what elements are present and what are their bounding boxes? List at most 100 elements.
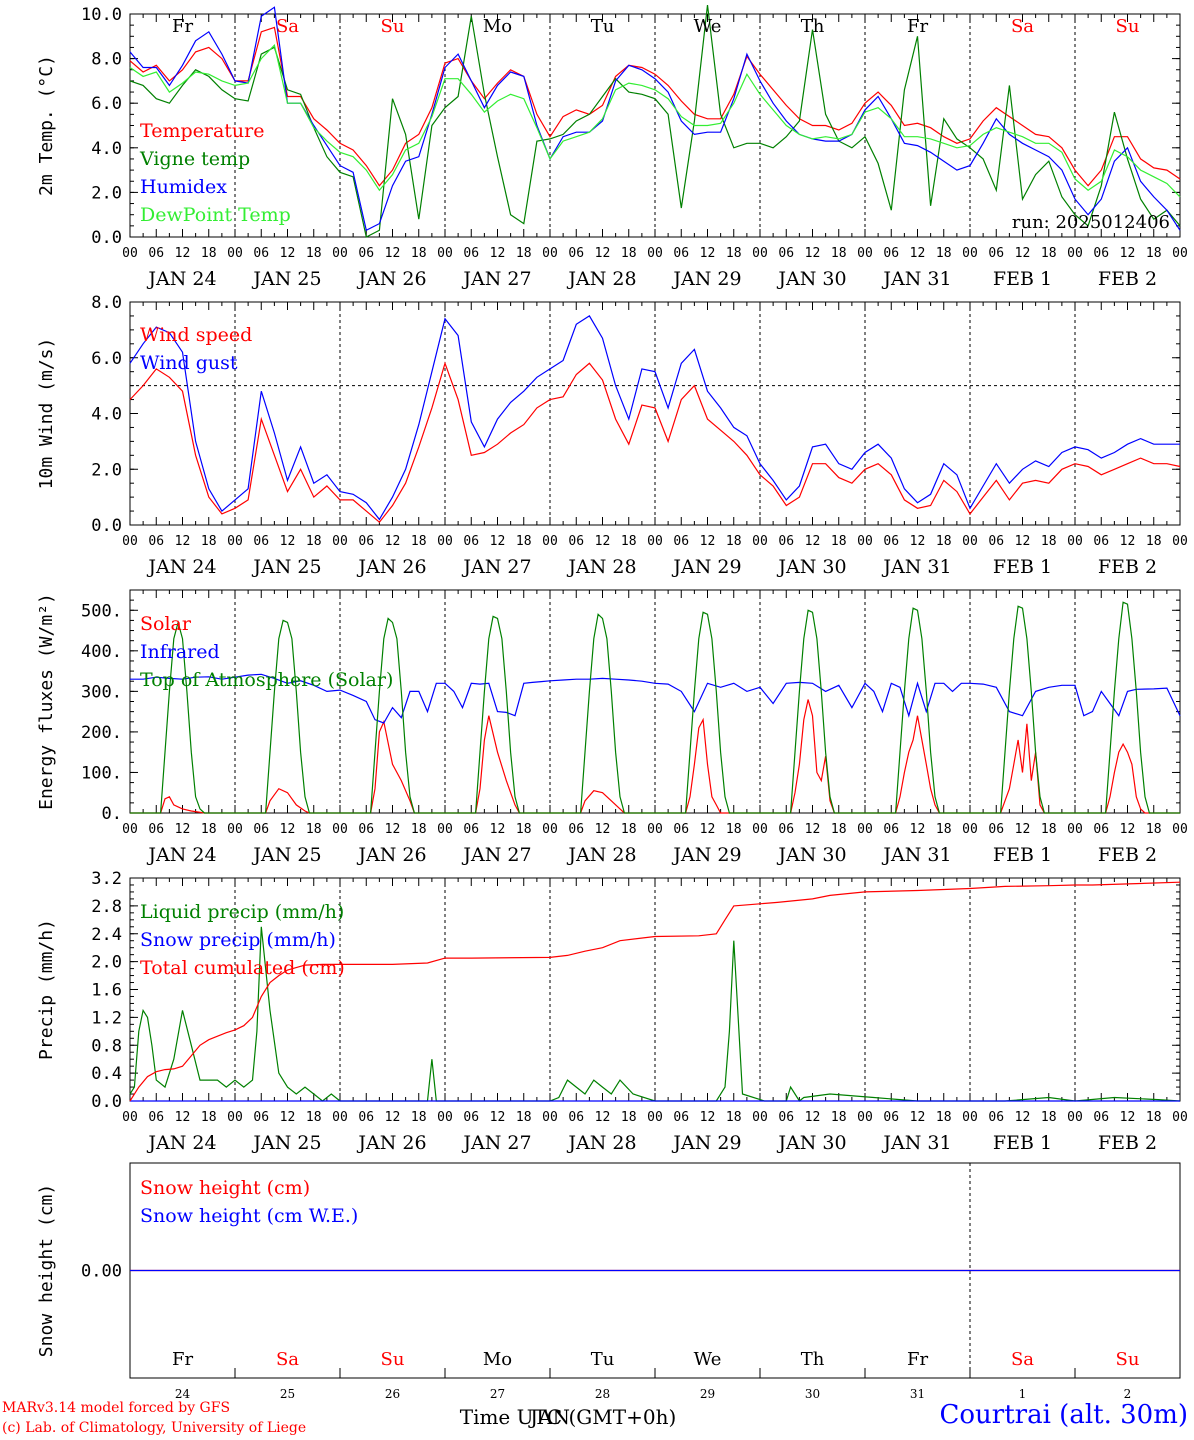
hour-label: 06	[1093, 246, 1109, 261]
date-label: JAN 27	[461, 1132, 531, 1154]
legend-entry: Solar	[140, 613, 192, 635]
date-label: JAN 25	[251, 268, 321, 290]
legend-entry: Wind gust	[140, 352, 238, 374]
y-tick-label: 3.2	[91, 869, 122, 889]
hour-label: 00	[647, 534, 663, 549]
hour-label: 18	[726, 1110, 742, 1125]
hour-label: 00	[227, 1110, 243, 1125]
hour-label: 18	[201, 822, 217, 837]
date-label: FEB 2	[1098, 268, 1157, 290]
hour-label: 18	[936, 822, 952, 837]
date-label: FEB 1	[993, 1132, 1052, 1154]
hour-label: 18	[201, 246, 217, 261]
hour-label: 00	[542, 822, 558, 837]
weekday-label: Th	[801, 16, 825, 37]
hour-label: 06	[1093, 1110, 1109, 1125]
date-label: FEB 1	[993, 268, 1052, 290]
hour-label: 06	[778, 534, 794, 549]
hour-label: 06	[883, 534, 899, 549]
hour-label: 12	[1120, 1110, 1136, 1125]
y-tick-label: 8.0	[91, 50, 122, 70]
hour-label: 12	[175, 246, 191, 261]
hour-label: 12	[595, 534, 611, 549]
hour-label: 06	[883, 246, 899, 261]
hour-label: 00	[227, 246, 243, 261]
y-tick-label: 0.0	[91, 516, 122, 536]
weekday-label: Fr	[907, 1349, 928, 1370]
hour-label: 00	[542, 534, 558, 549]
legend-entry: Top of Atmosphere (Solar)	[140, 669, 393, 691]
weekday-label: Su	[1116, 16, 1140, 37]
hour-label: 06	[883, 1110, 899, 1125]
date-label: FEB 2	[1098, 556, 1157, 578]
hour-label: 00	[857, 1110, 873, 1125]
y-tick-label: 10.0	[81, 5, 122, 25]
hour-label: 18	[1041, 534, 1057, 549]
hour-label: 00	[752, 534, 768, 549]
legend-entry: Snow height (cm)	[140, 1177, 310, 1199]
hour-label: 18	[936, 246, 952, 261]
hour-label: 12	[1120, 822, 1136, 837]
hour-label: 12	[1120, 246, 1136, 261]
hour-label: 00	[437, 246, 453, 261]
legend-entry: Wind speed	[140, 324, 252, 346]
hour-label: 00	[1067, 822, 1083, 837]
hour-label: 12	[175, 822, 191, 837]
hour-label: 00	[1067, 534, 1083, 549]
series-line-wind-gust	[129, 315, 1180, 521]
y-axis-label: Snow height (cm)	[36, 1184, 57, 1357]
series-line-top-of-atmosphere-solar	[130, 601, 1180, 814]
hour-label: 12	[385, 246, 401, 261]
date-label: JAN 27	[461, 556, 531, 578]
hour-label: 18	[516, 534, 532, 549]
hour-label: 00	[962, 1110, 978, 1125]
hour-label: 00	[122, 534, 138, 549]
series-line-total-cumulated-cm	[129, 881, 1181, 1102]
date-label: JAN 26	[356, 1132, 426, 1154]
date-label: JAN 30	[776, 1132, 846, 1154]
hour-label: 12	[805, 534, 821, 549]
weekday-label: Fr	[172, 16, 193, 37]
day-number: 28	[595, 1387, 610, 1401]
hour-label: 18	[621, 1110, 637, 1125]
hour-label: 00	[1172, 822, 1188, 837]
hour-label: 00	[1172, 1110, 1188, 1125]
y-tick-label: 0.00	[81, 1262, 122, 1282]
date-label: JAN 31	[881, 1132, 951, 1154]
panel-3: 0. 100. 200. 300. 400. 500. Energy fluxes (W/m…	[36, 589, 1188, 866]
hour-label: 06	[253, 246, 269, 261]
hour-label: 00	[857, 534, 873, 549]
hour-label: 00	[1067, 1110, 1083, 1125]
series-line-dewpoint-temp	[129, 43, 1181, 198]
hour-label: 12	[280, 822, 296, 837]
hour-label: 12	[175, 1110, 191, 1125]
legend-entry: Snow precip (mm/h)	[140, 929, 336, 951]
y-tick-label: 300.	[81, 682, 122, 702]
date-label: JAN 29	[671, 1132, 741, 1154]
hour-label: 18	[621, 534, 637, 549]
hour-label: 06	[778, 822, 794, 837]
weekday-label: Mo	[483, 16, 512, 37]
date-label: JAN 24	[146, 556, 216, 578]
hour-label: 12	[1015, 822, 1031, 837]
y-tick-label: 6.0	[91, 349, 122, 369]
legend-entry: Temperature	[140, 120, 264, 142]
x-axis-title: Time UTC (GMT+0h)	[460, 1405, 677, 1429]
hour-label: 06	[988, 246, 1004, 261]
hour-label: 06	[463, 1110, 479, 1125]
hour-label: 06	[568, 246, 584, 261]
hour-label: 18	[1146, 246, 1162, 261]
date-label: JAN 26	[356, 268, 426, 290]
series-line-wind-speed	[129, 361, 1181, 524]
hour-label: 12	[490, 1110, 506, 1125]
y-tick-label: 100.	[81, 763, 122, 783]
hour-label: 12	[805, 1110, 821, 1125]
hour-label: 00	[332, 822, 348, 837]
legend-entry: Vigne temp	[139, 148, 250, 170]
day-number: 29	[700, 1387, 715, 1401]
date-label: JAN 27	[461, 268, 531, 290]
hour-label: 12	[1015, 1110, 1031, 1125]
weekday-label: Fr	[172, 1349, 193, 1370]
hour-label: 12	[490, 822, 506, 837]
hour-label: 18	[831, 822, 847, 837]
